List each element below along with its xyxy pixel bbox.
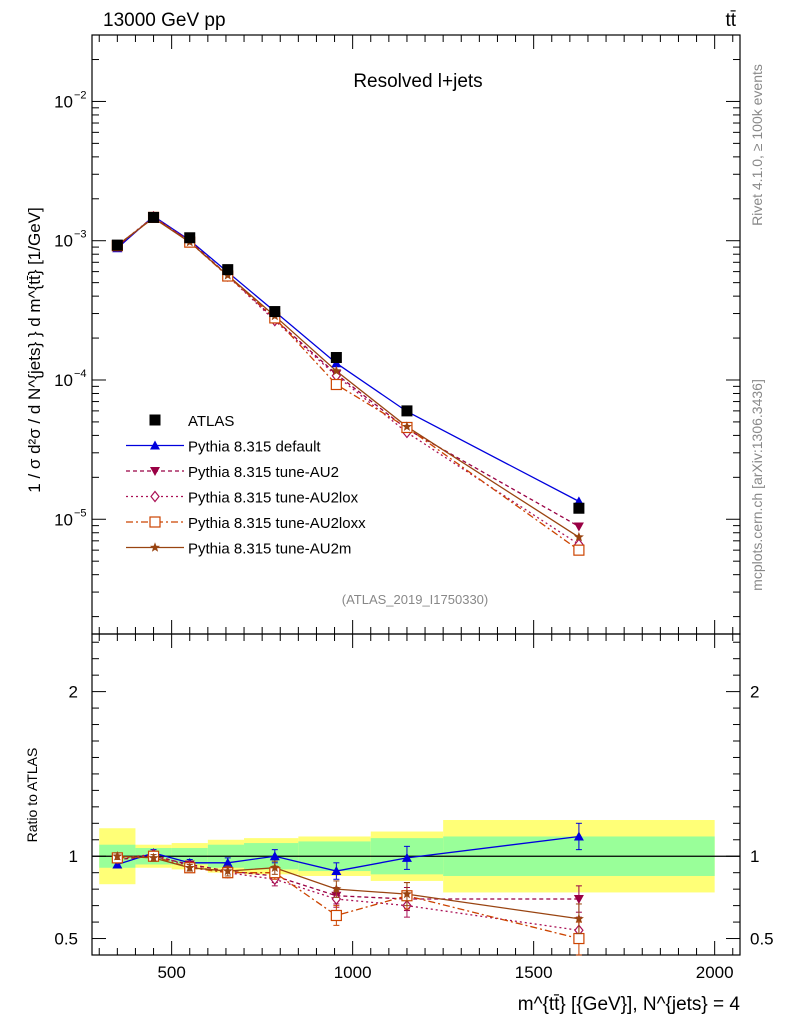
series-line-main-0 bbox=[116, 215, 580, 502]
marker-ratio-4-2 bbox=[184, 862, 195, 872]
marker-ratio-0-7 bbox=[573, 831, 584, 841]
marker-main-3-7 bbox=[573, 544, 585, 556]
legend-label-3: Pythia 8.315 tune-AU2loxx bbox=[188, 515, 366, 532]
marker-ratio-4-6 bbox=[402, 888, 412, 899]
y-axis-label-main: 1 / σ d²σ / d N^{jets} } d m^{tt̄} [1/Ge… bbox=[25, 207, 44, 492]
atlas-point-1 bbox=[148, 211, 160, 223]
atlas-markers bbox=[111, 211, 585, 514]
x-tick-label-2000: 2000 bbox=[696, 963, 734, 982]
marker-ratio-4-1 bbox=[148, 852, 159, 863]
marker-main-3-5 bbox=[330, 378, 342, 391]
marker-main-4-6 bbox=[402, 421, 412, 431]
marker-ratio-4-0 bbox=[112, 851, 123, 861]
analysis-id: (ATLAS_2019_I1750330) bbox=[342, 592, 488, 607]
plot-frames bbox=[91, 34, 741, 956]
marker-ratio-4-4 bbox=[269, 862, 280, 872]
legend-label-0: Pythia 8.315 default bbox=[188, 439, 321, 456]
y-tick-label-ratio-l-0: 0.5 bbox=[54, 930, 78, 949]
y-tick-exp-main-1: −4 bbox=[74, 368, 87, 380]
atlas-point-7 bbox=[573, 502, 585, 514]
legend: ATLAS Pythia 8.315 default Pythia 8.315 tu… bbox=[126, 413, 366, 558]
series-line-ratio-3 bbox=[117, 855, 580, 940]
y-tick-label-ratio-r-0: 0.5 bbox=[750, 930, 774, 949]
legend-label-1: Pythia 8.315 tune-AU2 bbox=[188, 464, 339, 481]
marker-ratio-0-6 bbox=[401, 852, 412, 862]
atlas-point-5 bbox=[330, 352, 342, 364]
atlas-point-3 bbox=[222, 264, 234, 276]
y-tick-exp-main-3: −2 bbox=[74, 89, 87, 101]
series-lines bbox=[116, 215, 580, 940]
x-axis-label: m^{tt̄} [{GeV}], N^{jets} = 4 bbox=[518, 994, 741, 1015]
marker-ratio-3-5 bbox=[330, 909, 342, 922]
x-tick-label-500: 500 bbox=[157, 963, 185, 982]
y-tick-label-ratio-l-2: 2 bbox=[69, 683, 78, 702]
y-tick-label-ratio-r-2: 2 bbox=[750, 683, 759, 702]
series-markers bbox=[111, 210, 585, 956]
chart-title: Resolved l+jets bbox=[353, 71, 482, 92]
legend-marker-0 bbox=[150, 440, 160, 450]
series-line-main-4 bbox=[116, 217, 580, 538]
marker-ratio-4-7 bbox=[573, 913, 584, 923]
legend-marker-1 bbox=[150, 467, 160, 476]
y-tick-label-ratio-r-1: 1 bbox=[750, 847, 759, 866]
marker-ratio-4-3 bbox=[222, 865, 233, 876]
series-line-ratio-4 bbox=[117, 855, 579, 920]
atlas-point-4 bbox=[269, 306, 281, 318]
marker-main-1-7 bbox=[573, 522, 584, 532]
series-line-ratio-2 bbox=[117, 853, 579, 931]
y-tick-label-ratio-l-1: 1 bbox=[69, 847, 78, 866]
legend-marker-atlas bbox=[149, 414, 161, 426]
y-tick-label-main-2: 10 bbox=[54, 232, 73, 251]
y-axis-label-ratio: Ratio to ATLAS bbox=[24, 748, 40, 843]
atlas-point-6 bbox=[401, 405, 413, 417]
legend-marker-4 bbox=[150, 542, 160, 552]
y-tick-label-main-1: 10 bbox=[54, 371, 73, 390]
legend-marker-3 bbox=[149, 516, 161, 528]
marker-ratio-3-7 bbox=[573, 932, 585, 945]
marker-ratio-4-5 bbox=[331, 883, 342, 894]
y-tick-label-main-3: 10 bbox=[54, 92, 73, 111]
rivet-label: Rivet 4.1.0, ≥ 100k events bbox=[749, 64, 765, 226]
legend-label-atlas: ATLAS bbox=[188, 413, 234, 430]
legend-marker-2 bbox=[150, 490, 160, 503]
marker-ratio-1-7 bbox=[573, 895, 584, 905]
atlas-point-2 bbox=[184, 232, 196, 244]
y-tick-exp-main-0: −5 bbox=[74, 507, 87, 519]
y-tick-label-main-0: 10 bbox=[54, 510, 73, 529]
marker-main-4-7 bbox=[573, 531, 584, 542]
x-tick-label-1000: 1000 bbox=[334, 963, 372, 982]
energy-label: 13000 GeV pp bbox=[103, 10, 226, 31]
marker-ratio-0-5 bbox=[331, 866, 342, 876]
legend-label-4: Pythia 8.315 tune-AU2m bbox=[188, 541, 351, 558]
marker-ratio-0-4 bbox=[269, 851, 280, 861]
series-line-ratio-0 bbox=[117, 835, 579, 872]
x-tick-label-1500: 1500 bbox=[515, 963, 553, 982]
atlas-point-0 bbox=[111, 239, 123, 251]
marker-main-4-5 bbox=[331, 365, 342, 376]
legend-label-2: Pythia 8.315 tune-AU2lox bbox=[188, 490, 359, 507]
ratio-plot-frame bbox=[91, 633, 741, 956]
series-line-main-3 bbox=[116, 216, 580, 551]
y-tick-exp-main-2: −3 bbox=[74, 229, 87, 241]
mcplots-label: mcplots.cern.ch [arXiv:1306.3436] bbox=[749, 379, 765, 591]
marker-ratio-0-3 bbox=[222, 857, 233, 867]
process-label: tt̄ bbox=[725, 10, 736, 31]
